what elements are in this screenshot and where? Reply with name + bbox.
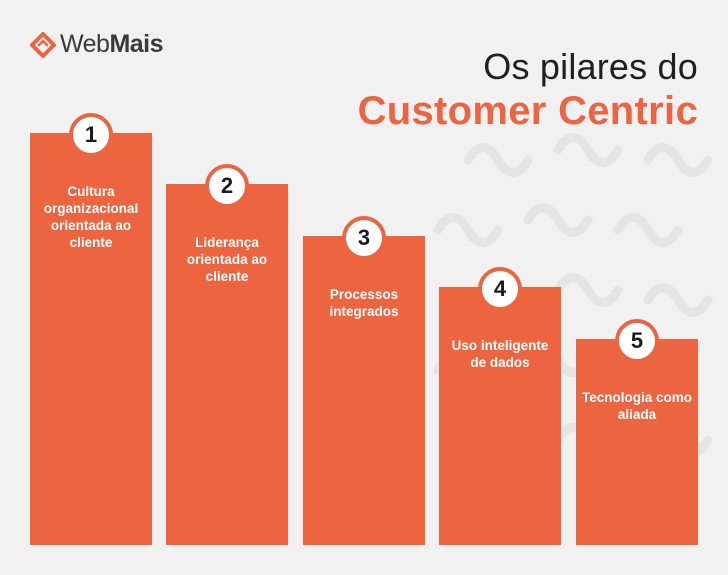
webmais-logo-icon [30, 31, 56, 58]
logo-text-mais: Mais [109, 30, 164, 58]
logo-wordmark: WebMais [60, 30, 164, 59]
pillar-number-badge: 3 [342, 216, 386, 260]
webmais-logo: WebMais [30, 30, 164, 59]
title-line-2: Customer Centric [357, 89, 698, 133]
pillar-number-badge: 4 [478, 267, 522, 311]
pillar-2: 2 Liderança orientada ao cliente [166, 164, 288, 545]
pillar-number-badge: 1 [69, 113, 113, 157]
pillar-4: 4 Uso inteligente de dados [439, 267, 561, 545]
logo-text-web: Web [60, 30, 110, 58]
title-line-1: Os pilares do [483, 46, 698, 87]
pillar-3: 3 Processos integrados [303, 216, 425, 545]
pillar-number-badge: 5 [615, 319, 659, 363]
pillar-5: 5 Tecnologia como aliada [576, 319, 698, 545]
pillar-label: Liderança orientada ao cliente [186, 235, 268, 284]
pillar-number-badge: 2 [205, 164, 249, 208]
page-title: Os pilares do Customer Centric [358, 48, 698, 136]
pillar-label: Cultura organizacional orientada ao clie… [43, 184, 139, 250]
pillar-label: Tecnologia como aliada [581, 390, 692, 422]
pillar-label: Uso inteligente de dados [451, 338, 549, 370]
pillar-label: Processos integrados [329, 287, 399, 319]
pillar-1: 1 Cultura organizacional orientada ao cl… [30, 113, 152, 545]
